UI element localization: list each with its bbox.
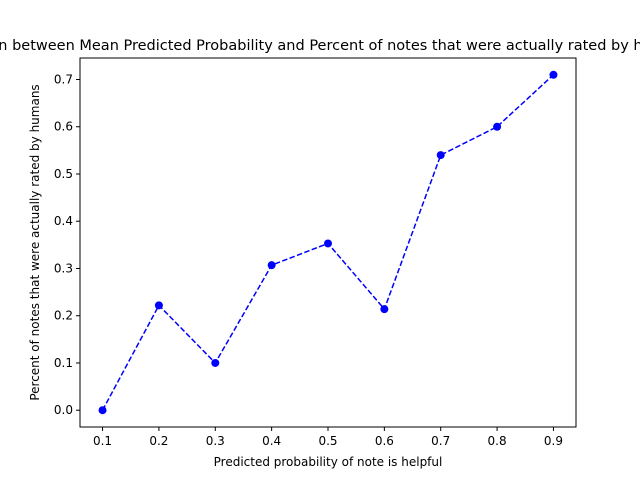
x-tick-label: 0.3 (206, 434, 225, 448)
x-tick-label: 0.7 (431, 434, 450, 448)
chart-title: Relation between Mean Predicted Probabil… (0, 38, 640, 54)
plot-area: 0.1 0.2 0.3 0.4 0.5 0.6 0.7 0.8 0.9 0.0 0.1 0.2 0.3… (54, 57, 577, 448)
data-point (154, 301, 163, 310)
y-tick-label: 0.0 (54, 403, 73, 417)
y-axis: 0.0 0.1 0.2 0.3 0.4 0.5 0.6 0.7 (54, 72, 80, 417)
y-tick-label: 0.4 (54, 214, 73, 228)
x-axis-label: Predicted probability of note is helpful (214, 455, 443, 469)
y-tick-label: 0.5 (54, 167, 73, 181)
data-point (267, 261, 276, 270)
x-tick-label: 0.1 (93, 434, 112, 448)
y-axis-label: Percent of notes that were actually rate… (28, 84, 42, 400)
x-axis: 0.1 0.2 0.3 0.4 0.5 0.6 0.7 0.8 0.9 (93, 427, 563, 448)
x-tick-label: 0.2 (149, 434, 168, 448)
data-point (493, 122, 502, 131)
x-tick-label: 0.5 (318, 434, 337, 448)
data-point (98, 406, 107, 415)
y-tick-label: 0.7 (54, 72, 73, 86)
x-tick-label: 0.4 (262, 434, 281, 448)
data-point (549, 70, 558, 79)
y-tick-label: 0.6 (54, 120, 73, 134)
series-layer (98, 70, 558, 415)
data-point (324, 239, 332, 248)
data-point (211, 358, 220, 367)
data-point (436, 151, 445, 160)
x-tick-label: 0.9 (544, 434, 563, 448)
y-tick-label: 0.2 (54, 309, 73, 323)
y-tick-label: 0.3 (54, 261, 73, 275)
y-tick-label: 0.1 (54, 356, 73, 370)
x-tick-label: 0.6 (375, 434, 394, 448)
data-point (380, 305, 389, 314)
x-tick-label: 0.8 (488, 434, 507, 448)
